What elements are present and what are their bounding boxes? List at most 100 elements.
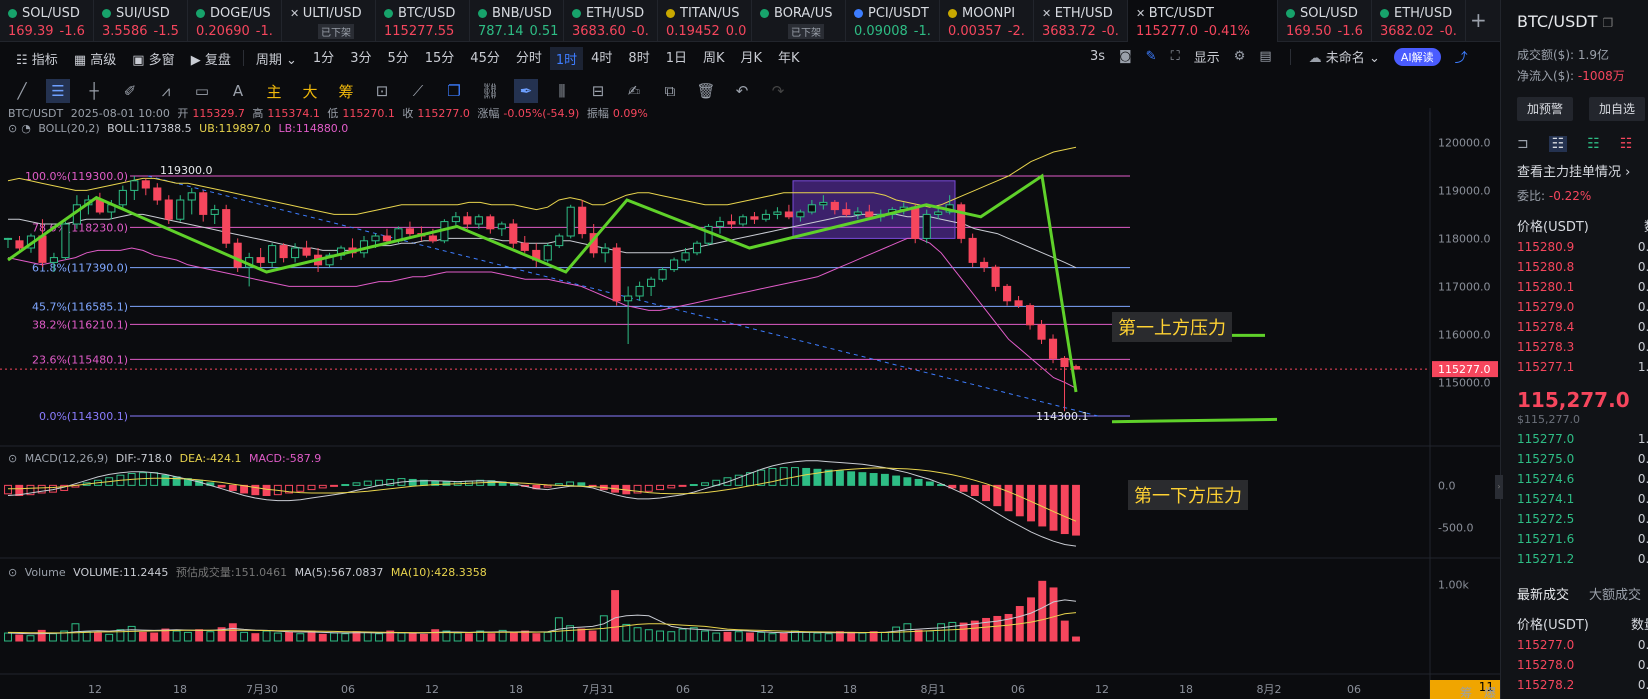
symbol-tab[interactable]: SOL/USD 169.39 -1.6 [0, 0, 94, 42]
symbol-tab[interactable]: TITAN/US 0.19452 0.0 [658, 0, 752, 42]
bid-row[interactable]: 115274.6 0.0 [1517, 472, 1648, 491]
big-order-toggle[interactable]: 大 [302, 82, 318, 101]
gear-icon[interactable]: ⚙ [1233, 49, 1246, 64]
period-dropdown[interactable]: 周期 ⌄ [248, 49, 305, 68]
redo-icon[interactable]: ↷ [771, 82, 785, 100]
eye-icon[interactable]: ⊙ [8, 452, 18, 465]
symbol-tab[interactable]: ETH/USD 3683.60 -0. [564, 0, 658, 42]
bid-ask-view-icon[interactable]: ⊐ [1517, 136, 1529, 152]
bid-row[interactable]: 115271.2 0.2 [1517, 552, 1648, 571]
trendline-icon[interactable]: ╱ [17, 82, 27, 100]
chip-bottom-label[interactable]: 筹 [1460, 686, 1473, 699]
advanced-button[interactable]: ▦ 高级 [73, 52, 117, 68]
indicator-button[interactable]: ☷ 指标 [16, 52, 58, 68]
layout-dropdown[interactable]: ☁ 未命名 ⌄ [1308, 51, 1380, 66]
ask-row[interactable]: 115278.3 0.2 [1517, 340, 1648, 359]
lock-icon[interactable]: ⊟ [591, 82, 605, 100]
bid-row[interactable]: 115271.6 0.0 [1517, 532, 1648, 551]
delete-icon[interactable]: 🗑 [696, 82, 716, 100]
chart-canvas[interactable]: 120000.0 119000.0 118000.0 117000.0 116000.0… [0, 108, 1500, 699]
symbol-tab[interactable]: ETH/USD 3682.02 -0. [1372, 0, 1466, 42]
symbol-tab[interactable]: SOL/USD 169.50 -1.6 [1278, 0, 1372, 42]
interval-option[interactable]: 45分 [470, 50, 500, 66]
crossline-icon[interactable]: ┼ [89, 82, 99, 100]
interval-option[interactable]: 15分 [424, 50, 455, 66]
interval-option[interactable]: 4时 [591, 50, 613, 66]
add-watchlist-button[interactable]: 加自选 [1589, 97, 1646, 121]
refresh-interval[interactable]: 3s [1090, 49, 1106, 64]
symbol-tab[interactable]: SUI/USD 3.5586 -1.5 [94, 0, 188, 42]
depth-view-icon[interactable]: ☷ [1619, 136, 1633, 152]
interval-option[interactable]: 1日 [665, 50, 687, 66]
magnet-icon[interactable]: ⊡ [375, 82, 389, 100]
symbol-tab[interactable]: BORA/US 已下架 [752, 0, 846, 42]
interval-option[interactable]: 周K [702, 50, 725, 66]
copy-icon[interactable]: ❐ [1602, 16, 1614, 30]
display-button[interactable]: 显示 [1193, 51, 1220, 66]
trade-row[interactable]: 115277.0 0.0 [1517, 638, 1648, 657]
interval-option[interactable]: 5分 [387, 50, 409, 66]
tab-big-trades[interactable]: 大额成交 [1589, 588, 1642, 603]
symbol-tab[interactable]: BNB/USD 787.14 0.51 [470, 0, 564, 42]
main-chart-toggle[interactable]: 主 [266, 82, 282, 101]
ask-row[interactable]: 115280.9 0.1 [1517, 240, 1648, 259]
interval-option[interactable]: 1时 [549, 46, 584, 70]
symbol-tab[interactable]: ✕ ULTI/USD 已下架 [282, 0, 376, 42]
trade-row[interactable]: 115278.0 0.0 [1517, 658, 1648, 677]
symbol-tab[interactable]: PCI/USDT 0.09008 -1. [846, 0, 940, 42]
ask-row[interactable]: 115280.8 0.0 [1517, 260, 1648, 279]
bid-row[interactable]: 115274.1 0.0 [1517, 492, 1648, 511]
share-icon[interactable]: ⤴ [1454, 51, 1468, 66]
lower-pressure-label[interactable]: 第一下方压力 [1128, 480, 1248, 510]
hline-tool-icon[interactable]: ☰ [46, 79, 70, 103]
add-tab-icon[interactable]: + [1470, 8, 1487, 32]
collapse-icon[interactable]: ⊙ [8, 122, 18, 135]
ask-row[interactable]: 115280.1 0.0 [1517, 280, 1648, 299]
ask-view-icon[interactable]: ☷ [1548, 136, 1568, 152]
ruler-icon[interactable]: ⟋ [412, 82, 424, 100]
candle-style-icon[interactable]: ⫼ [558, 82, 566, 100]
eye-icon[interactable]: ◔ [21, 122, 31, 135]
ask-row[interactable]: 115279.0 0.1 [1517, 300, 1648, 319]
ai-button[interactable]: AI解读 [1393, 47, 1441, 66]
main-orders-link[interactable]: 查看主力挂单情况 › [1517, 165, 1631, 180]
wave-icon[interactable]: ⩘ [161, 82, 171, 100]
tab-latest-trades[interactable]: 最新成交 [1517, 588, 1570, 603]
bid-row[interactable]: 115272.5 0.0 [1517, 512, 1648, 531]
link-icon[interactable]: ⛓ [480, 82, 500, 100]
interval-option[interactable]: 1分 [312, 50, 335, 66]
bid-row[interactable]: 115275.0 0.0 [1517, 452, 1648, 471]
pen-icon[interactable]: ✒ [514, 79, 538, 103]
burst-bottom-label[interactable]: 爆 [1484, 686, 1497, 699]
rectangle-icon[interactable]: ▭ [194, 82, 210, 100]
note-icon[interactable]: ✍ [627, 82, 641, 100]
bid-row[interactable]: 115277.0 1.4 [1517, 432, 1648, 451]
symbol-tab[interactable]: ✕ BTC/USDT 115277.0 -0.41% [1128, 0, 1278, 42]
chip-toggle[interactable]: 筹 [338, 82, 354, 101]
interval-option[interactable]: 月K [740, 50, 763, 66]
undo-icon[interactable]: ↶ [735, 82, 749, 100]
replay-button[interactable]: ▶ 复盘 [190, 52, 231, 68]
brush-icon[interactable]: ✐ [123, 82, 137, 100]
add-alert-button[interactable]: 加预警 [1517, 97, 1574, 121]
interval-option[interactable]: 3分 [350, 50, 372, 66]
ask-row[interactable]: 115278.4 0.0 [1517, 320, 1648, 339]
layers-icon[interactable]: ⧉ [664, 82, 676, 100]
multiwin-button[interactable]: ▣ 多窗 [132, 52, 175, 68]
save-icon[interactable]: ▤ [1259, 49, 1272, 64]
close-icon[interactable]: ✕ [1042, 7, 1055, 20]
trade-row[interactable]: 115278.2 0.0 [1517, 678, 1648, 697]
sidebar-collapse-handle[interactable]: › [1495, 475, 1503, 499]
interval-option[interactable]: 分时 [515, 50, 542, 66]
edit-icon[interactable]: ✎ [1145, 49, 1157, 64]
symbol-tab[interactable]: MOONPI 0.00357 -2. [940, 0, 1034, 42]
fullscreen-icon[interactable]: ⛶ [1170, 49, 1180, 64]
chart-area[interactable]: 120000.0 119000.0 118000.0 117000.0 116000.0… [0, 107, 1500, 699]
bid-view-icon[interactable]: ☷ [1587, 136, 1600, 152]
symbol-tab[interactable]: BTC/USD 115277.55 [376, 0, 470, 42]
interval-option[interactable]: 年K [778, 50, 800, 66]
text-icon[interactable]: A [232, 82, 244, 100]
eye-icon[interactable]: ⊙ [8, 566, 18, 579]
close-icon[interactable]: ✕ [290, 7, 303, 20]
symbol-tab[interactable]: ✕ ETH/USD 3683.72 -0. [1034, 0, 1128, 42]
